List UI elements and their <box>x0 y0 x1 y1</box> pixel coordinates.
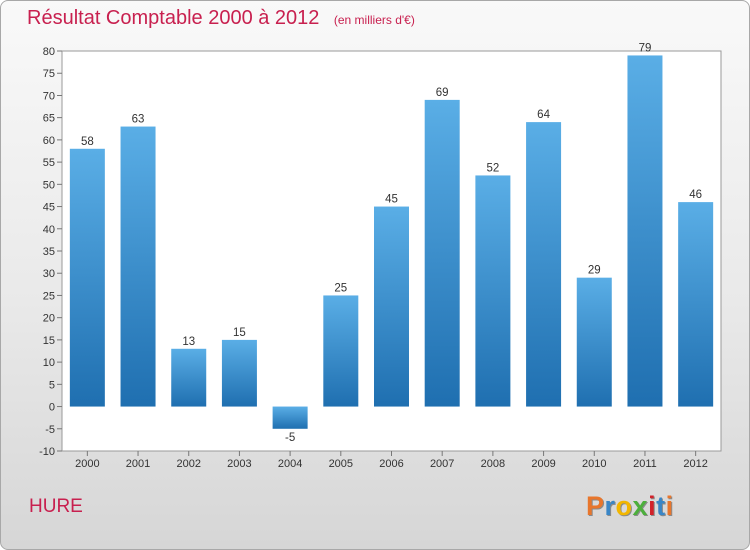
y-tick-label: 10 <box>43 357 55 369</box>
y-tick-label: 50 <box>43 179 55 191</box>
value-label-2003: 15 <box>233 327 246 339</box>
bar-2001 <box>120 126 156 407</box>
bar-2006 <box>374 206 409 407</box>
y-tick-label: 40 <box>43 224 55 236</box>
chart-subtitle: (en milliers d'€) <box>333 13 415 27</box>
bar-2008 <box>475 175 511 407</box>
y-tick-label: 35 <box>43 246 55 258</box>
x-tick-label: 2009 <box>531 458 555 470</box>
y-tick-label: 30 <box>43 268 55 280</box>
x-tick-label: 2010 <box>582 458 606 470</box>
logo-letter: i <box>648 491 657 521</box>
chart-title: Résultat Comptable 2000 à 2012 <box>27 7 320 29</box>
value-label-2009: 64 <box>537 109 550 121</box>
y-tick-label: 15 <box>43 335 55 347</box>
y-tick-label: 45 <box>43 202 55 214</box>
y-tick-label: 60 <box>43 135 55 147</box>
value-label-2000: 58 <box>81 136 94 148</box>
value-label-2004: -5 <box>285 432 295 444</box>
x-tick-label: 2006 <box>379 458 403 470</box>
y-tick-label: 20 <box>43 313 55 325</box>
logo-letter: P <box>586 491 605 521</box>
proxiti-logo: Proxiti <box>586 491 674 522</box>
x-tick-label: 2000 <box>75 458 99 470</box>
value-label-2006: 45 <box>385 194 398 206</box>
logo-letter: t <box>656 491 666 521</box>
x-tick-label: 2004 <box>278 458 302 470</box>
x-tick-label: 2003 <box>227 458 251 470</box>
logo-letter: i <box>665 491 674 521</box>
y-tick-label: 75 <box>43 68 55 80</box>
y-tick-label: 70 <box>43 90 55 102</box>
bar-2009 <box>526 122 562 407</box>
bar-2002 <box>171 348 207 407</box>
value-label-2008: 52 <box>486 162 499 174</box>
value-label-2011: 79 <box>639 42 652 54</box>
x-tick-label: 2007 <box>430 458 454 470</box>
bar-2012 <box>678 202 714 407</box>
value-label-2007: 69 <box>436 87 449 99</box>
bar-2010 <box>576 277 612 407</box>
y-tick-label: 25 <box>43 290 55 302</box>
y-tick-label: -10 <box>39 446 55 458</box>
logo-letter: o <box>615 491 633 521</box>
x-tick-label: 2005 <box>329 458 353 470</box>
x-tick-label: 2011 <box>633 458 657 470</box>
x-tick-label: 2001 <box>126 458 150 470</box>
value-label-2005: 25 <box>334 282 347 294</box>
bar-2005 <box>323 295 359 407</box>
y-tick-label: -5 <box>45 424 55 436</box>
bar-2004 <box>272 406 308 429</box>
y-tick-label: 80 <box>43 46 55 58</box>
bar-2003 <box>221 339 257 407</box>
y-tick-label: 0 <box>49 402 55 414</box>
value-label-2012: 46 <box>689 189 702 201</box>
value-label-2001: 63 <box>132 114 145 126</box>
logo-letter: x <box>632 491 649 521</box>
bar-2007 <box>424 99 460 407</box>
bar-2000 <box>69 148 105 407</box>
value-label-2010: 29 <box>588 265 601 277</box>
bar-2011 <box>627 55 663 407</box>
logo-letter: r <box>604 491 616 521</box>
commune-name: HURE <box>29 496 83 517</box>
x-tick-label: 2008 <box>481 458 505 470</box>
title-row: Résultat Comptable 2000 à 2012 (en milli… <box>27 7 415 30</box>
y-tick-label: 65 <box>43 113 55 125</box>
x-tick-label: 2012 <box>683 458 707 470</box>
y-tick-label: 5 <box>49 379 55 391</box>
x-tick-label: 2002 <box>176 458 200 470</box>
y-tick-label: 55 <box>43 157 55 169</box>
value-label-2002: 13 <box>182 336 195 348</box>
